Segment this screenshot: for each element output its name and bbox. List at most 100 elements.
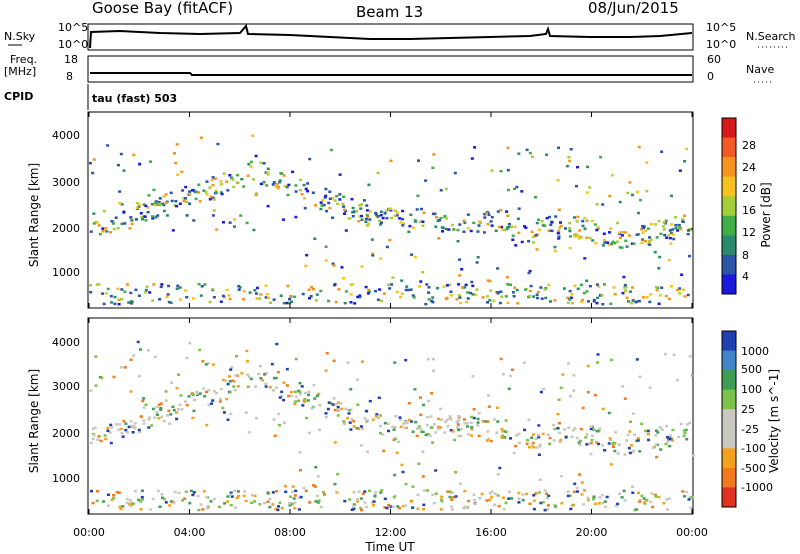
velocity-cell xyxy=(270,362,274,366)
power-cell xyxy=(144,288,148,292)
power-cell xyxy=(547,229,551,232)
velocity-cell xyxy=(365,409,369,413)
power-cell xyxy=(527,240,531,243)
velocity-cell xyxy=(109,423,113,427)
power-cell xyxy=(557,229,561,233)
velocity-cell xyxy=(546,433,550,437)
velocity-cell xyxy=(668,444,672,448)
velocity-cell xyxy=(603,449,607,452)
power-cell xyxy=(641,224,645,228)
power-cell xyxy=(118,201,122,205)
velocity-cell xyxy=(197,508,201,512)
nsky-label: N.Sky xyxy=(4,30,36,43)
power-cell xyxy=(342,277,345,280)
velocity-cell xyxy=(572,374,576,377)
velocity-cell xyxy=(112,375,116,379)
velocity-cell xyxy=(628,430,632,433)
velocity-cell xyxy=(487,394,490,397)
power-cell xyxy=(202,189,206,192)
velocity-cell xyxy=(454,495,458,498)
power-cell xyxy=(621,291,625,295)
power-cell xyxy=(686,232,690,236)
power-cell xyxy=(488,299,492,302)
velocity-cell xyxy=(363,501,367,504)
velocity-panel-frame xyxy=(87,317,694,515)
power-cell xyxy=(358,296,362,299)
velocity-cell xyxy=(545,496,549,500)
power-cell xyxy=(367,290,371,293)
power-cell xyxy=(162,209,166,213)
velocity-cell xyxy=(346,416,350,420)
velocity-cell xyxy=(172,408,176,412)
power-cell xyxy=(608,194,612,198)
velocity-cell xyxy=(403,504,407,507)
velocity-cell xyxy=(480,492,484,496)
velocity-cell xyxy=(636,436,640,440)
power-cell xyxy=(440,226,444,229)
velocity-cell xyxy=(192,491,196,494)
velocity-cell xyxy=(294,400,297,403)
power-cell xyxy=(421,224,425,227)
velocity-cell xyxy=(372,503,375,507)
power-cell xyxy=(266,204,270,208)
power-cell xyxy=(401,217,405,221)
velocity-cell xyxy=(609,438,612,442)
velocity-cell xyxy=(424,433,428,437)
velocity-cell xyxy=(543,508,547,512)
velocity-cell xyxy=(477,434,481,438)
power-cell xyxy=(618,236,622,239)
velocity-cell xyxy=(499,357,503,361)
power-cell xyxy=(400,279,404,282)
velocity-cell xyxy=(472,493,476,496)
power-cell xyxy=(89,230,93,233)
velocity-cell xyxy=(638,499,642,502)
power-cell xyxy=(581,224,585,228)
power-cell xyxy=(506,146,510,150)
velocity-cell xyxy=(597,442,601,446)
velocity-cell xyxy=(192,409,196,413)
velocity-cell xyxy=(421,430,425,434)
velocity-cell xyxy=(106,504,110,507)
power-cell xyxy=(328,190,332,193)
power-cell xyxy=(323,196,327,199)
velocity-cell xyxy=(576,490,579,493)
velocity-cell xyxy=(685,438,689,441)
velocity-cell xyxy=(592,495,596,498)
power-cell xyxy=(97,224,101,227)
velocity-cell xyxy=(336,414,340,417)
power-cell xyxy=(537,218,541,221)
power-cell xyxy=(634,300,638,304)
power-cell xyxy=(325,209,329,213)
power-cell xyxy=(211,176,215,179)
power-cell xyxy=(305,253,309,257)
velocity-cell xyxy=(558,422,561,425)
velocity-cell xyxy=(285,367,289,371)
power-cell xyxy=(623,283,627,287)
power-cell xyxy=(583,227,587,230)
velocity-cell xyxy=(288,502,292,505)
velocity-ytick-3000: 3000 xyxy=(52,380,80,393)
power-cell xyxy=(456,240,460,243)
freq-tick-top: 18 xyxy=(64,53,78,66)
power-cell xyxy=(246,174,250,177)
velocity-cell xyxy=(184,490,188,494)
velocity-cell xyxy=(131,502,134,505)
velocity-cell xyxy=(142,406,146,409)
velocity-cbar-tick-minus100: -100 xyxy=(741,442,766,455)
power-cbar-tick-16: 16 xyxy=(742,204,756,217)
power-cell xyxy=(210,179,214,182)
power-cell xyxy=(252,228,256,232)
power-cell xyxy=(165,295,169,298)
velocity-cell xyxy=(665,425,668,428)
power-cell xyxy=(427,291,431,294)
power-cell xyxy=(331,216,335,219)
velocity-cell xyxy=(112,496,116,500)
velocity-cell xyxy=(164,390,168,393)
velocity-cell xyxy=(260,379,264,382)
velocity-cell xyxy=(151,497,155,501)
velocity-cell xyxy=(299,469,302,472)
velocity-cell xyxy=(625,439,629,442)
velocity-cell xyxy=(211,399,215,402)
power-cell xyxy=(255,297,259,300)
velocity-cell xyxy=(205,390,209,394)
